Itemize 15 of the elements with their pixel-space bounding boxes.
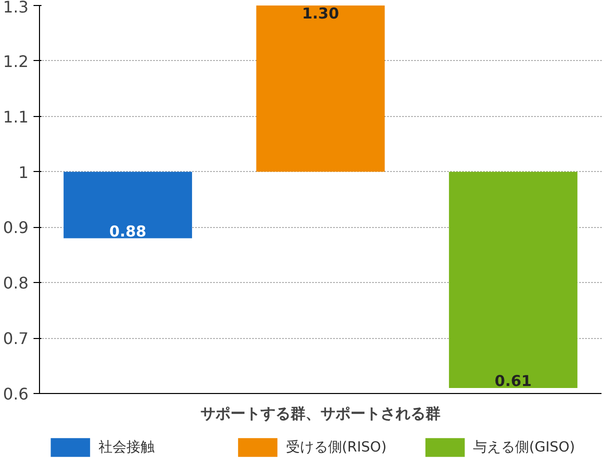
y-tick-label: 0.8 [3,274,29,293]
legend-label: 受ける側(RISO) [286,440,387,456]
data-label: 0.88 [109,222,146,240]
legend-label: 与える側(GISO) [473,440,575,456]
data-label: 0.61 [494,372,532,390]
y-tick-label: 1.3 [3,0,29,16]
y-tick-label: 0.7 [3,329,29,348]
y-tick-label: 1.1 [3,107,29,126]
data-label: 1.30 [302,4,340,22]
y-tick-label: 0.9 [3,218,29,238]
y-tick-label: 1.2 [3,52,29,71]
y-tick-label: 1 [18,162,29,182]
y-tick-label: 0.6 [3,384,29,404]
legend-label: 社会接触 [98,440,155,456]
x-axis-title: サポートする群、サポートされる群 [200,404,440,422]
